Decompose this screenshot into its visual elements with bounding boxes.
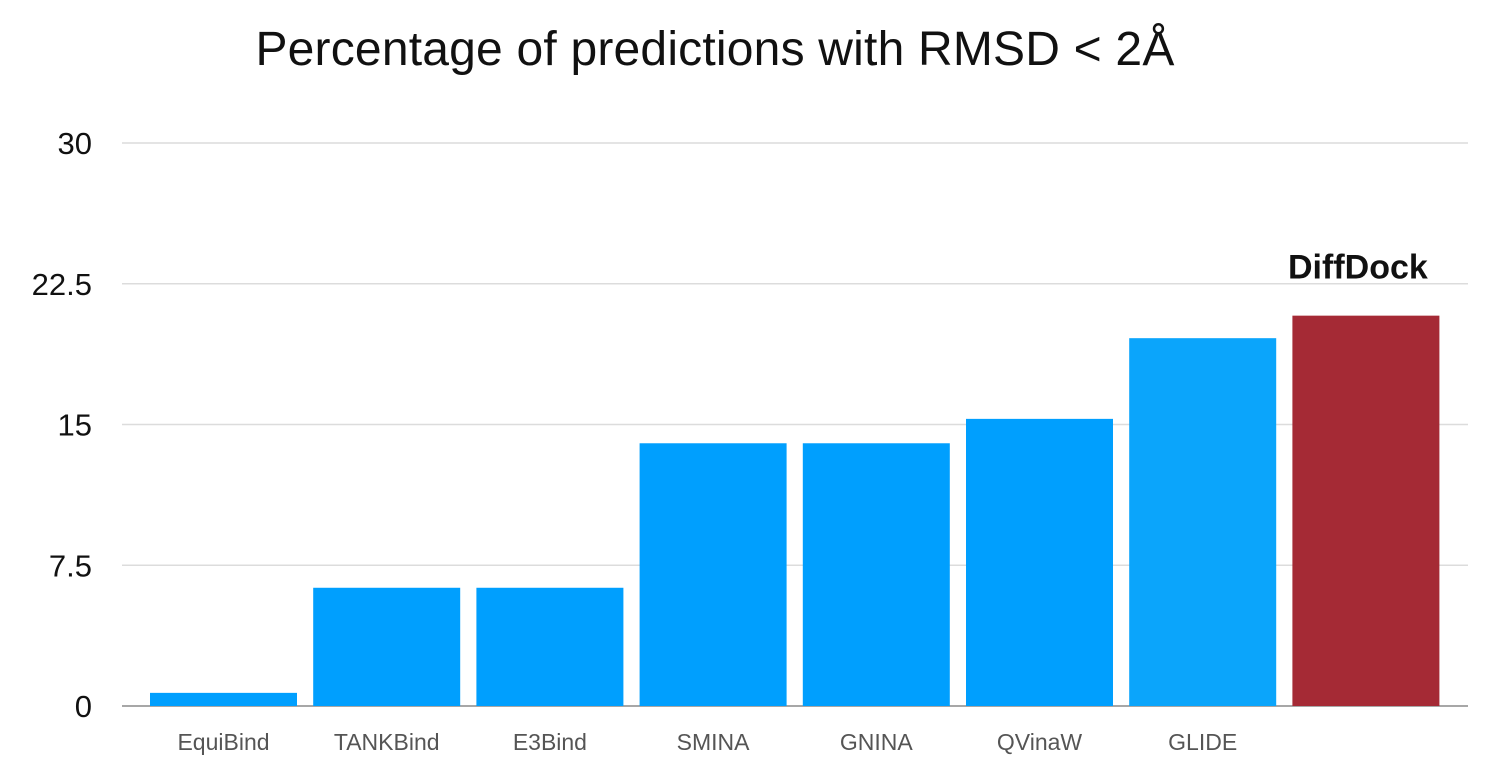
x-tick-label: TANKBind — [334, 729, 440, 755]
x-tick-label: GNINA — [840, 729, 914, 755]
annotations: DiffDock — [1288, 249, 1428, 287]
bar-smina — [639, 443, 787, 706]
bar-tankbind — [313, 587, 461, 706]
bar-e3bind — [476, 587, 624, 706]
chart-title: Percentage of predictions with RMSD < 2Å — [255, 23, 1175, 76]
annotation-label: DiffDock — [1288, 249, 1428, 287]
y-tick-label: 22.5 — [32, 267, 92, 302]
bar-qvinaw — [966, 418, 1113, 706]
y-tick-label: 30 — [58, 126, 92, 161]
y-tick-label: 0 — [75, 689, 92, 724]
y-axis-ticks: 0 7.5 15 22.5 30 — [32, 126, 92, 724]
x-tick-label: SMINA — [677, 729, 751, 755]
bar-glide — [1129, 338, 1277, 706]
x-tick-label: E3Bind — [513, 729, 587, 755]
x-axis-labels: EquiBind TANKBind E3Bind SMINA GNINA QVinaW GL… — [177, 729, 1237, 755]
bars — [150, 315, 1440, 706]
x-tick-label: QVinaW — [997, 729, 1083, 755]
y-tick-label: 7.5 — [49, 548, 92, 583]
x-tick-label: GLIDE — [1168, 729, 1237, 755]
x-tick-label: EquiBind — [177, 729, 269, 755]
bar-gnina — [802, 443, 950, 706]
bar-equibind — [150, 692, 297, 706]
y-tick-label: 15 — [58, 408, 92, 443]
bar-diffdock — [1292, 315, 1440, 706]
